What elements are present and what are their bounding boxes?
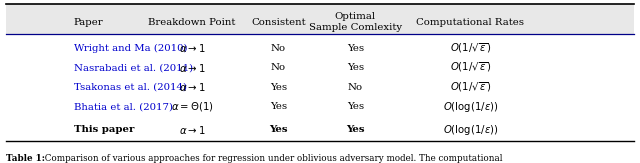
Text: $\alpha \rightarrow 1$: $\alpha \rightarrow 1$: [179, 81, 205, 93]
Text: Tsakonas et al. (2014): Tsakonas et al. (2014): [74, 83, 187, 92]
Text: Yes: Yes: [347, 63, 364, 72]
Text: No: No: [348, 83, 363, 92]
Text: Wright and Ma (2010): Wright and Ma (2010): [74, 44, 187, 53]
Text: Comparison of various approaches for regression under oblivious adversary model.: Comparison of various approaches for reg…: [42, 154, 502, 163]
Text: $\alpha \rightarrow 1$: $\alpha \rightarrow 1$: [179, 42, 205, 54]
Text: $O(\log(1/\epsilon))$: $O(\log(1/\epsilon))$: [443, 100, 498, 114]
Text: $\alpha \rightarrow 1$: $\alpha \rightarrow 1$: [179, 62, 205, 74]
Text: Nasrabadi et al. (2011): Nasrabadi et al. (2011): [74, 63, 193, 72]
Text: Yes: Yes: [270, 83, 287, 92]
Text: $\alpha = \Theta(1)$: $\alpha = \Theta(1)$: [171, 100, 213, 113]
Text: Yes: Yes: [346, 125, 364, 134]
Text: Consistent: Consistent: [251, 17, 306, 27]
Text: $O(1/\sqrt{\epsilon})$: $O(1/\sqrt{\epsilon})$: [450, 41, 491, 55]
Text: Bhatia et al. (2017): Bhatia et al. (2017): [74, 102, 173, 111]
Text: $O(1/\sqrt{\epsilon})$: $O(1/\sqrt{\epsilon})$: [450, 80, 491, 94]
Text: Yes: Yes: [347, 44, 364, 53]
Text: Breakdown Point: Breakdown Point: [148, 17, 236, 27]
Text: Optimal
Sample Comlexity: Optimal Sample Comlexity: [308, 12, 402, 32]
Text: Table 1:: Table 1:: [6, 154, 45, 163]
Text: $O(1/\sqrt{\epsilon})$: $O(1/\sqrt{\epsilon})$: [450, 61, 491, 74]
Text: Yes: Yes: [347, 102, 364, 111]
Text: Yes: Yes: [269, 125, 287, 134]
Text: $\alpha \rightarrow 1$: $\alpha \rightarrow 1$: [179, 124, 205, 136]
Text: No: No: [271, 44, 286, 53]
Text: Yes: Yes: [270, 102, 287, 111]
Text: Computational Rates: Computational Rates: [417, 17, 524, 27]
Text: This paper: This paper: [74, 125, 134, 134]
FancyBboxPatch shape: [6, 4, 634, 34]
Text: Paper: Paper: [74, 17, 103, 27]
Text: No: No: [271, 63, 286, 72]
Text: $O(\log(1/\epsilon))$: $O(\log(1/\epsilon))$: [443, 123, 498, 137]
